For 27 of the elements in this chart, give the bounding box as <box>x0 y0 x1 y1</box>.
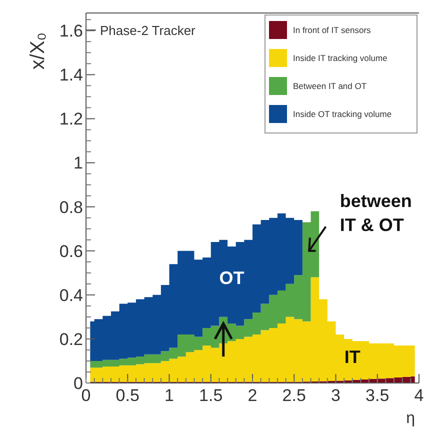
y-axis-title: x/X₀ <box>27 32 49 70</box>
y-tick-label: 0.6 <box>59 242 83 261</box>
x-tick-label: 2.5 <box>282 386 306 405</box>
x-tick-label: 1 <box>164 386 174 405</box>
annotation: OT <box>219 268 244 288</box>
y-tick-label: 0 <box>74 374 83 393</box>
x-tick-label: 1.5 <box>199 386 223 405</box>
y-tick-label: 1.2 <box>59 110 83 129</box>
legend-label: In front of IT sensors <box>293 24 371 35</box>
legend-label: Between IT and OT <box>293 80 367 91</box>
annotation: IT <box>344 347 360 368</box>
x-tick-label: 0.5 <box>116 386 140 405</box>
y-tick-label: 1.4 <box>59 66 83 85</box>
y-tick-label: 1 <box>74 154 83 173</box>
legend-label: Inside IT tracking volume <box>293 52 388 63</box>
annotation: between IT & OT <box>340 190 412 235</box>
y-tick-label: 0.8 <box>59 198 83 217</box>
text: Phase-2 Tracker <box>100 23 196 38</box>
y-tick-label: 0.4 <box>59 286 83 305</box>
x-axis-title: η <box>406 410 415 427</box>
y-tick-label: 1.6 <box>59 22 83 41</box>
y-tick-label: 0.2 <box>59 330 83 349</box>
x-tick-label: 3.5 <box>366 386 390 405</box>
x-tick-label: 3 <box>331 386 340 405</box>
x-tick-label: 2 <box>248 386 258 405</box>
legend-label: Inside OT tracking volume <box>293 108 392 119</box>
x-tick-label: 4 <box>414 386 424 405</box>
